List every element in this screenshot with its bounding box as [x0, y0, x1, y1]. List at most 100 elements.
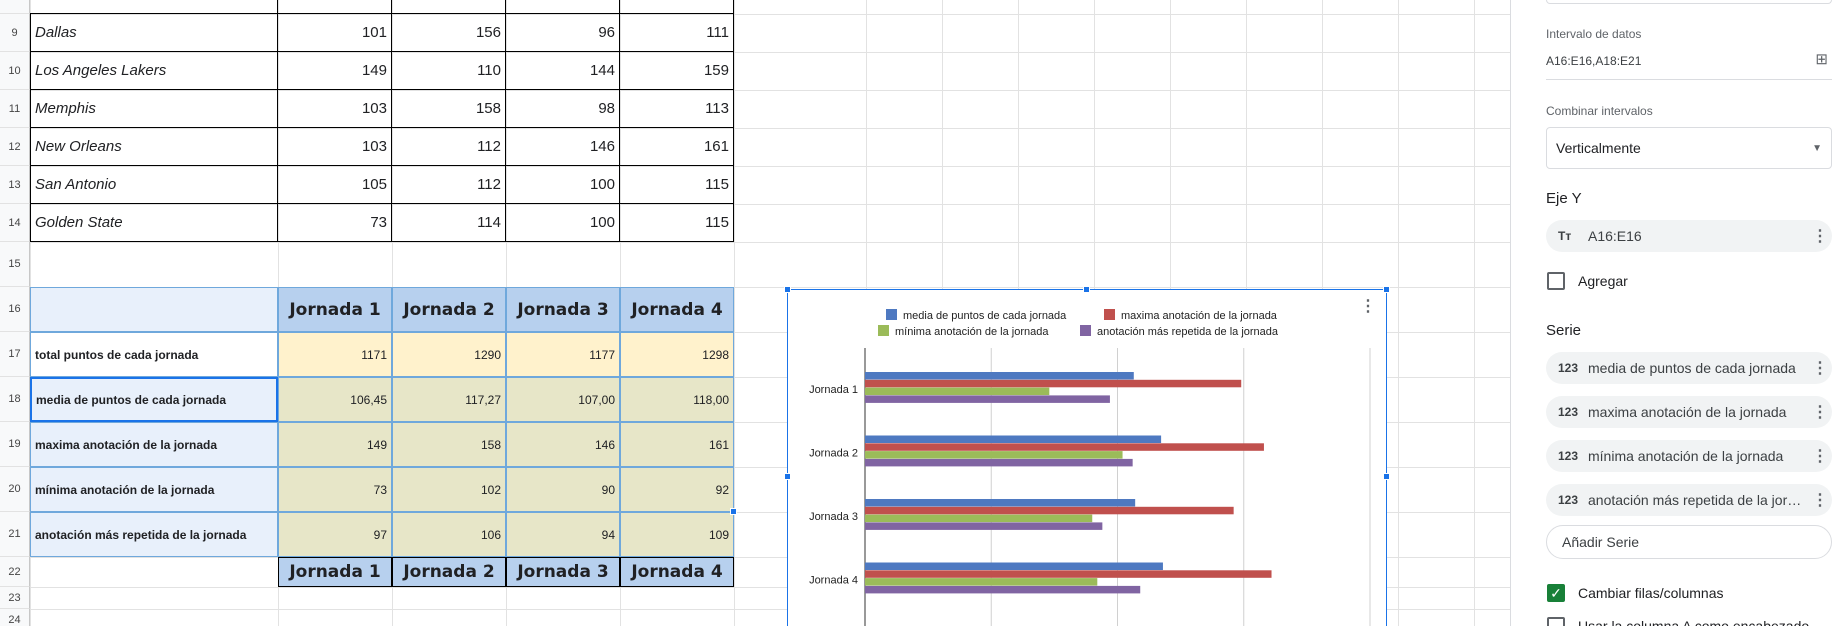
row-header[interactable]: 11	[0, 90, 30, 128]
score-cell[interactable]: 101	[278, 14, 392, 52]
stat-value-cell[interactable]: 1298	[620, 332, 734, 377]
score-cell[interactable]: 110	[392, 52, 506, 90]
team-name-cell[interactable]: New Orleans	[30, 128, 278, 166]
row-header[interactable]: 15	[0, 242, 30, 287]
data-range-input[interactable]: A16:E16,A18:E21 ⊞	[1546, 51, 1832, 80]
team-name-cell[interactable]: San Antonio	[30, 166, 278, 204]
row-header[interactable]: 9	[0, 14, 30, 52]
table-cell[interactable]	[278, 0, 392, 14]
more-vert-icon[interactable]: ⋮	[1812, 228, 1828, 245]
score-cell[interactable]: 98	[506, 90, 620, 128]
score-cell[interactable]: 146	[506, 128, 620, 166]
row-header[interactable]: 19	[0, 422, 30, 467]
score-cell[interactable]: 115	[620, 166, 734, 204]
series-chip[interactable]: 123 media de puntos de cada jornada ⋮	[1546, 352, 1832, 384]
stat-value-cell[interactable]: 73	[278, 467, 392, 512]
score-cell[interactable]: 100	[506, 166, 620, 204]
series-chip[interactable]: 123 anotación más repetida de la jornada ⋮	[1546, 484, 1832, 516]
score-cell[interactable]: 100	[506, 204, 620, 242]
stat-value-cell[interactable]: 161	[620, 422, 734, 467]
stat-value-cell[interactable]: 94	[506, 512, 620, 557]
stat-value-cell[interactable]: 1171	[278, 332, 392, 377]
row-header[interactable]: 24	[0, 609, 30, 626]
bar-chart[interactable]: ⋮ media de puntos de cada jornada maxima …	[784, 286, 1390, 626]
jornada-footer-cell[interactable]: Jornada 3	[506, 557, 620, 587]
score-cell[interactable]: 113	[620, 90, 734, 128]
stat-value-cell[interactable]: 90	[506, 467, 620, 512]
combine-ranges-select[interactable]: Verticalmente ▼	[1546, 127, 1832, 169]
score-cell[interactable]: 159	[620, 52, 734, 90]
stat-label-cell[interactable]: anotación más repetida de la jornada	[30, 512, 278, 557]
series-chip[interactable]: 123 maxima anotación de la jornada ⋮	[1546, 396, 1832, 428]
score-cell[interactable]: 158	[392, 90, 506, 128]
stat-label-cell[interactable]: maxima anotación de la jornada	[30, 422, 278, 467]
score-cell[interactable]: 115	[620, 204, 734, 242]
resize-handle-tr[interactable]	[1383, 286, 1390, 293]
stat-value-cell[interactable]: 109	[620, 512, 734, 557]
switch-rows-columns-checkbox[interactable]: ✓	[1547, 584, 1565, 602]
use-column-a-checkbox[interactable]	[1547, 617, 1565, 626]
resize-handle-mr[interactable]	[1383, 473, 1390, 480]
grid-select-icon[interactable]: ⊞	[1815, 51, 1828, 68]
row-header[interactable]: 23	[0, 587, 30, 609]
row-header[interactable]: 18	[0, 377, 30, 422]
stat-value-cell[interactable]: 146	[506, 422, 620, 467]
stat-value-cell[interactable]: 117,27	[392, 377, 506, 422]
jornada-header-cell[interactable]: Jornada 1	[278, 287, 392, 332]
score-cell[interactable]: 149	[278, 52, 392, 90]
add-checkbox[interactable]	[1547, 272, 1565, 290]
score-cell[interactable]: 96	[506, 14, 620, 52]
table-cell[interactable]	[506, 0, 620, 14]
stat-label-cell[interactable]: media de puntos de cada jornada	[30, 377, 278, 422]
more-vert-icon[interactable]: ⋮	[1812, 404, 1828, 421]
row-header[interactable]: 21	[0, 512, 30, 557]
stat-value-cell[interactable]: 97	[278, 512, 392, 557]
stat-value-cell[interactable]: 106,45	[278, 377, 392, 422]
stat-value-cell[interactable]: 118,00	[620, 377, 734, 422]
score-cell[interactable]: 105	[278, 166, 392, 204]
row-header[interactable]: 12	[0, 128, 30, 166]
team-name-cell[interactable]: Los Angeles Lakers	[30, 52, 278, 90]
jornada-footer-cell[interactable]: Jornada 4	[620, 557, 734, 587]
jornada-header-cell[interactable]: Jornada 3	[506, 287, 620, 332]
header-label-cell[interactable]	[30, 287, 278, 332]
resize-handle-ml[interactable]	[784, 473, 791, 480]
table-cell[interactable]	[620, 0, 734, 14]
score-cell[interactable]: 103	[278, 128, 392, 166]
score-cell[interactable]: 112	[392, 166, 506, 204]
score-cell[interactable]: 73	[278, 204, 392, 242]
team-name-cell[interactable]: Memphis	[30, 90, 278, 128]
row-header[interactable]: 17	[0, 332, 30, 377]
stat-value-cell[interactable]: 92	[620, 467, 734, 512]
series-chip[interactable]: 123 mínima anotación de la jornada ⋮	[1546, 440, 1832, 472]
stat-value-cell[interactable]: 158	[392, 422, 506, 467]
table-cell[interactable]	[30, 0, 278, 14]
table-cell[interactable]	[392, 0, 506, 14]
score-cell[interactable]: 114	[392, 204, 506, 242]
stat-value-cell[interactable]: 107,00	[506, 377, 620, 422]
panel-top-field[interactable]	[1546, 0, 1832, 4]
row-header[interactable]: 13	[0, 166, 30, 204]
resize-handle-tm[interactable]	[1083, 286, 1090, 293]
stat-value-cell[interactable]: 149	[278, 422, 392, 467]
score-cell[interactable]: 103	[278, 90, 392, 128]
stat-value-cell[interactable]: 106	[392, 512, 506, 557]
row-header[interactable]	[0, 0, 30, 14]
y-axis-chip[interactable]: Tт A16:E16 ⋮	[1546, 220, 1832, 252]
jornada-footer-cell[interactable]: Jornada 1	[278, 557, 392, 587]
row-header[interactable]: 10	[0, 52, 30, 90]
team-name-cell[interactable]: Golden State	[30, 204, 278, 242]
jornada-header-cell[interactable]: Jornada 2	[392, 287, 506, 332]
selection-handle[interactable]	[730, 508, 737, 515]
more-vert-icon[interactable]: ⋮	[1812, 492, 1828, 509]
jornada-footer-cell[interactable]: Jornada 2	[392, 557, 506, 587]
stat-label-cell[interactable]: mínima anotación de la jornada	[30, 467, 278, 512]
score-cell[interactable]: 156	[392, 14, 506, 52]
stat-value-cell[interactable]: 1290	[392, 332, 506, 377]
jornada-header-cell[interactable]: Jornada 4	[620, 287, 734, 332]
row-header[interactable]: 20	[0, 467, 30, 512]
score-cell[interactable]: 144	[506, 52, 620, 90]
more-vert-icon[interactable]: ⋮	[1812, 360, 1828, 377]
score-cell[interactable]: 111	[620, 14, 734, 52]
stat-label-cell[interactable]: total puntos de cada jornada	[30, 332, 278, 377]
